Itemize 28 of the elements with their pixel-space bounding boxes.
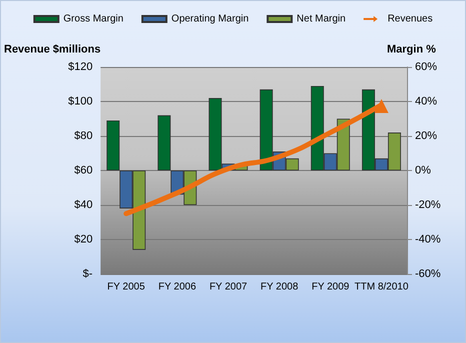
- y-tick-label: $20: [74, 234, 93, 246]
- y-tick-label: $120: [68, 61, 93, 73]
- legend-label: Revenues: [388, 14, 433, 24]
- y2-tick-label: 0%: [415, 164, 432, 176]
- x-tick-label: TTM 8/2010: [354, 282, 409, 292]
- x-tick-label: FY 2007: [209, 282, 248, 292]
- legend-label: Operating Margin: [171, 14, 249, 24]
- x-tick-label: FY 2006: [158, 282, 196, 292]
- y2-tick-label: -60%: [415, 268, 441, 280]
- bar: [106, 120, 120, 170]
- y-tick-label: $80: [74, 130, 93, 142]
- y2-tick-label: 40%: [415, 96, 438, 108]
- y-tick-label: $-: [82, 268, 93, 280]
- x-tick-label: FY 2005: [107, 282, 146, 292]
- y2-tick-label: 20%: [415, 130, 438, 142]
- legend-label: Gross Margin: [63, 14, 124, 24]
- y-tick-label: $40: [74, 199, 93, 211]
- y2-axis-title: Margin %: [387, 44, 436, 56]
- y2-tick-label: -40%: [415, 234, 441, 246]
- y2-tick-label: -20%: [415, 199, 441, 211]
- y-tick-label: $100: [68, 96, 93, 108]
- bar: [158, 115, 171, 170]
- legend-label: Net Margin: [296, 14, 346, 24]
- y2-tick-label: 60%: [415, 61, 438, 73]
- y-tick-label: $60: [74, 164, 93, 176]
- y-axis-title: Revenue $millions: [4, 44, 101, 56]
- x-tick-label: FY 2009: [312, 282, 350, 292]
- x-tick-label: FY 2008: [260, 282, 299, 292]
